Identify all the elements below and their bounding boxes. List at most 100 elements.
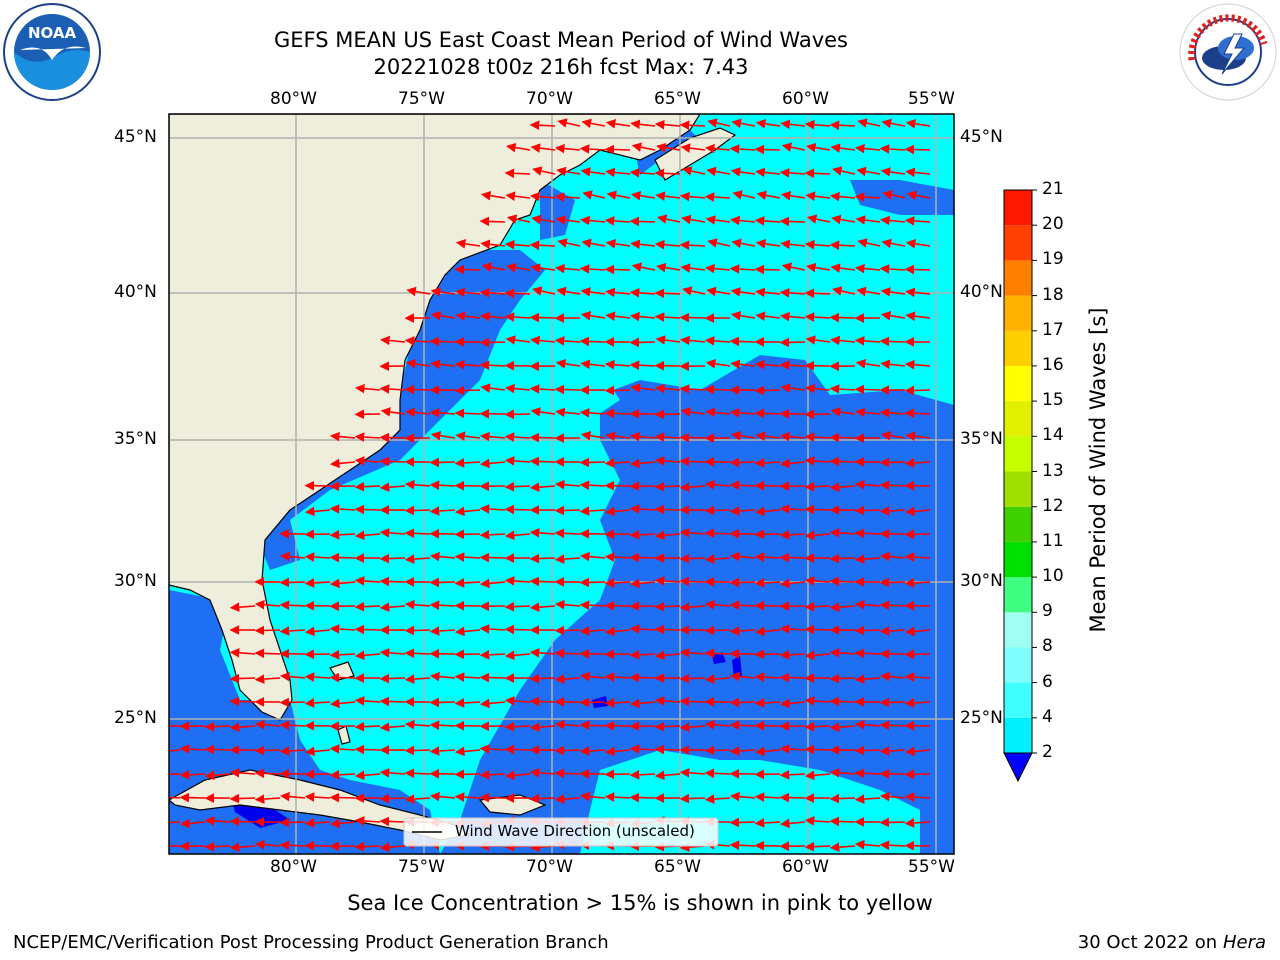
wind-arrow: [379, 384, 406, 394]
wind-arrow: [404, 719, 431, 730]
wind-arrow: [679, 602, 706, 612]
wind-arrow: [830, 407, 856, 417]
wind-arrow: [380, 335, 406, 346]
wind-arrow: [354, 432, 381, 442]
colorbar-segment: [1004, 506, 1032, 542]
legend-label: Wind Wave Direction (unscaled): [455, 822, 695, 840]
wind-arrow: [655, 191, 681, 201]
wind-arrow: [656, 214, 681, 224]
wind-arrow: [704, 648, 731, 659]
wind-arrow: [729, 840, 756, 850]
wind-arrow: [579, 671, 606, 682]
machine-name: Hera: [1222, 932, 1266, 953]
wind-arrow: [804, 650, 831, 661]
wind-arrow: [554, 768, 581, 779]
wind-arrow: [229, 722, 256, 732]
wind-arrow: [379, 553, 406, 564]
wind-arrow: [729, 626, 756, 636]
wind-arrow: [504, 744, 531, 755]
wind-arrow: [480, 383, 506, 393]
colorbar-tick-label: 15: [1042, 390, 1064, 411]
wind-arrow: [404, 384, 431, 395]
wind-arrow: [754, 792, 781, 802]
wind-arrow: [804, 816, 831, 826]
date-value: 30 Oct 2022 on: [1077, 932, 1223, 953]
wind-arrow: [404, 745, 431, 756]
wind-arrow: [579, 336, 606, 347]
wind-arrow: [904, 578, 931, 588]
wind-arrow: [604, 578, 631, 588]
wind-arrow: [754, 408, 781, 419]
wind-arrow: [654, 312, 681, 322]
wind-arrow: [406, 286, 431, 297]
wind-arrow: [504, 770, 531, 781]
wind-arrow: [329, 698, 356, 709]
wind-arrow: [429, 671, 456, 682]
wind-arrow: [854, 648, 881, 659]
wind-arrow: [654, 576, 681, 586]
wind-arrow: [856, 286, 881, 297]
wind-arrow: [654, 168, 681, 179]
lon-label-top: 55°W: [908, 89, 955, 109]
wind-arrow: [730, 287, 756, 297]
wind-arrow: [655, 335, 681, 345]
colorbar-segment: [1004, 577, 1032, 613]
wind-arrow: [379, 793, 406, 804]
wind-arrow: [229, 696, 256, 707]
wind-arrow: [904, 359, 931, 370]
wind-arrow: [830, 143, 856, 153]
wind-arrow: [654, 504, 681, 515]
wind-arrow: [706, 166, 731, 177]
wind-arrow: [229, 842, 256, 852]
wind-arrow: [704, 263, 731, 274]
wind-arrow: [630, 239, 656, 250]
chart-title-line1: GEFS MEAN US East Coast Mean Period of W…: [274, 28, 848, 52]
colorbar-segment: [1004, 436, 1032, 472]
wind-arrow: [704, 505, 731, 516]
wind-arrow: [379, 648, 406, 658]
wind-arrow: [329, 770, 356, 780]
wind-arrow: [481, 262, 506, 272]
wind-arrow: [579, 551, 606, 562]
wind-arrow: [754, 746, 781, 757]
wind-arrow: [679, 528, 706, 538]
wind-arrow: [830, 263, 856, 273]
colorbar-segment: [1004, 365, 1032, 402]
lat-label-left: 40°N: [114, 282, 157, 302]
wind-arrow: [704, 192, 731, 202]
wind-arrow: [829, 648, 856, 658]
wind-arrow: [904, 144, 931, 155]
wind-arrow: [480, 239, 506, 250]
wind-arrow: [780, 190, 806, 201]
wind-arrow: [379, 456, 406, 467]
wind-arrow: [805, 191, 831, 201]
wind-arrow: [529, 120, 556, 130]
wind-arrow: [604, 746, 631, 757]
wind-arrow: [729, 506, 756, 516]
wind-arrow: [905, 311, 931, 321]
wind-arrow: [404, 674, 431, 684]
wind-arrow: [379, 816, 406, 827]
wind-arrow: [829, 602, 856, 612]
wind-arrow: [304, 626, 331, 637]
wind-arrow: [529, 553, 556, 564]
wind-arrow: [279, 551, 306, 562]
wind-arrow: [479, 504, 506, 514]
wind-arrow: [704, 745, 731, 756]
wind-arrow: [529, 191, 556, 202]
wind-arrow: [679, 576, 706, 587]
wind-arrow: [756, 190, 781, 201]
wind-arrow: [730, 310, 756, 321]
wind-arrow: [781, 142, 806, 152]
wind-arrow: [906, 190, 931, 201]
wind-arrow: [380, 407, 406, 417]
lon-label-bottom: 65°W: [654, 857, 701, 877]
wind-arrow: [629, 360, 656, 370]
wind-arrow: [854, 384, 881, 395]
wind-arrow: [629, 504, 656, 514]
wind-arrow: [329, 818, 356, 829]
wind-arrow: [579, 264, 606, 274]
wind-arrow: [704, 625, 731, 636]
wind-arrow: [504, 721, 531, 732]
